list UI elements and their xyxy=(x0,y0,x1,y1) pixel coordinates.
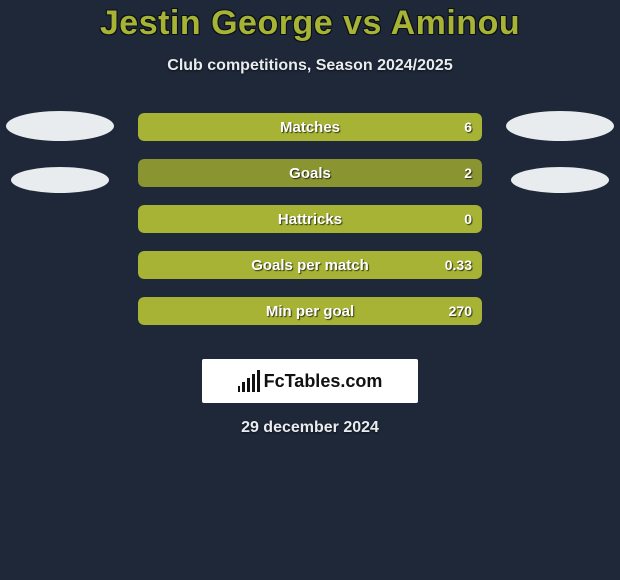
stat-value: 2 xyxy=(464,159,472,187)
page-subtitle: Club competitions, Season 2024/2025 xyxy=(0,57,620,75)
stat-value: 270 xyxy=(449,297,472,325)
stat-value: 0 xyxy=(464,205,472,233)
avatar-placeholder-oval xyxy=(506,111,614,141)
stats-list: Matches6Goals2Hattricks0Goals per match0… xyxy=(138,113,482,325)
stat-row: Goals2 xyxy=(138,159,482,187)
stat-label: Matches xyxy=(138,113,482,141)
avatar-placeholder-oval xyxy=(6,111,114,141)
player-left-headshot xyxy=(4,111,116,221)
stat-row: Matches6 xyxy=(138,113,482,141)
brand-badge: FcTables.com xyxy=(202,359,418,403)
stat-row: Hattricks0 xyxy=(138,205,482,233)
avatar-placeholder-oval xyxy=(11,167,109,193)
stat-value: 6 xyxy=(464,113,472,141)
compare-area: Matches6Goals2Hattricks0Goals per match0… xyxy=(0,113,620,333)
bar-chart-icon xyxy=(238,370,260,392)
snapshot-date: 29 december 2024 xyxy=(0,419,620,437)
stat-label: Hattricks xyxy=(138,205,482,233)
comparison-card: Jestin George vs Aminou Club competition… xyxy=(0,0,620,580)
player-right-headshot xyxy=(504,111,616,221)
stat-label: Goals per match xyxy=(138,251,482,279)
stat-label: Min per goal xyxy=(138,297,482,325)
avatar-placeholder-oval xyxy=(511,167,609,193)
stat-value: 0.33 xyxy=(445,251,472,279)
stat-row: Goals per match0.33 xyxy=(138,251,482,279)
brand-text: FcTables.com xyxy=(264,371,383,392)
stat-label: Goals xyxy=(138,159,482,187)
page-title: Jestin George vs Aminou xyxy=(0,4,620,43)
stat-row: Min per goal270 xyxy=(138,297,482,325)
